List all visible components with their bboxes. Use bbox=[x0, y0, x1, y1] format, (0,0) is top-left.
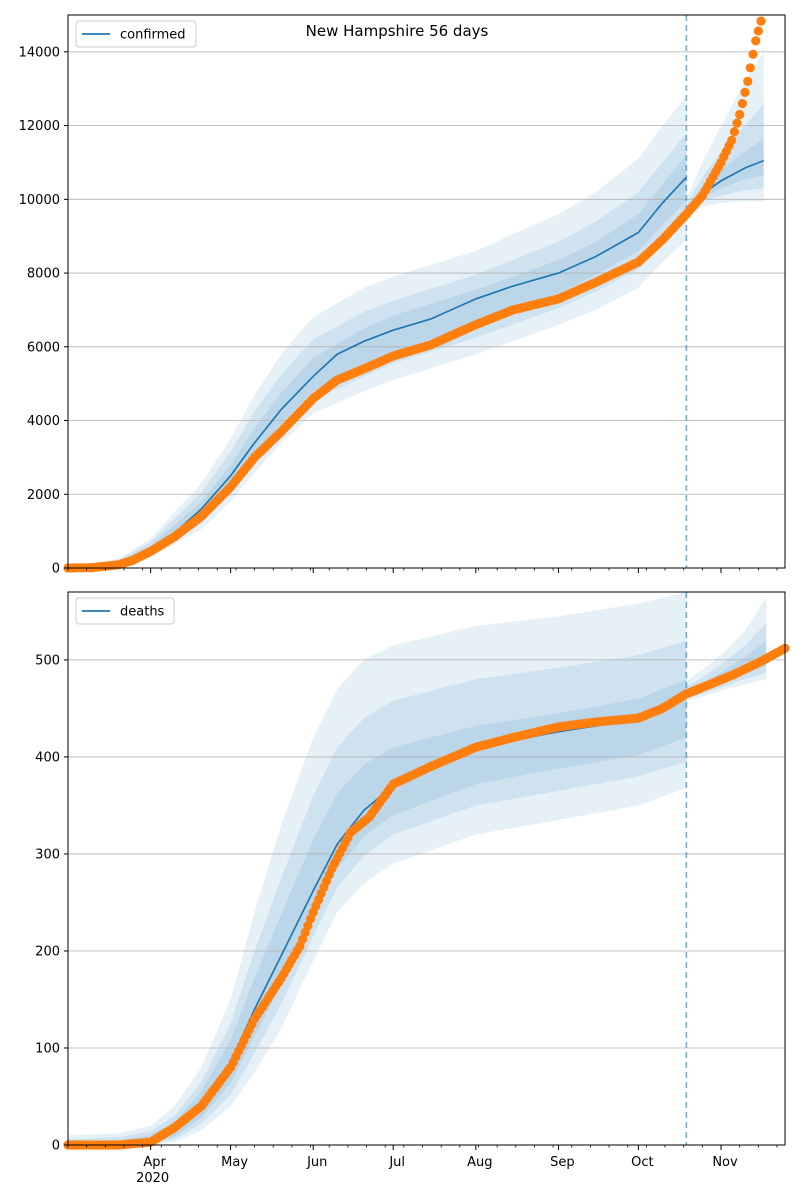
confirmed-y-tick-label: 4000 bbox=[27, 414, 60, 429]
x-tick-label: Jul bbox=[388, 1155, 405, 1170]
deaths-legend-box bbox=[75, 597, 175, 625]
x-tick-label: Sep bbox=[550, 1155, 575, 1170]
x-tick-label: Aug bbox=[467, 1155, 492, 1170]
deaths-legend: deaths bbox=[75, 597, 175, 625]
confirmed-observed-point bbox=[743, 76, 753, 86]
deaths-legend-label: deaths bbox=[120, 605, 165, 620]
deaths-y-tick-label: 200 bbox=[35, 944, 60, 959]
confirmed-x-axis bbox=[67, 568, 778, 573]
confirmed-observed-points bbox=[63, 16, 766, 573]
confirmed-legend-box bbox=[75, 20, 197, 48]
x-tick-label: Nov bbox=[712, 1155, 738, 1170]
confirmed-observed-point bbox=[756, 16, 766, 26]
confirmed-observed-point bbox=[732, 118, 742, 128]
confirmed-y-tick-label: 12000 bbox=[19, 119, 60, 134]
confirmed-observed-point bbox=[735, 109, 745, 120]
deaths-y-tick-label: 0 bbox=[52, 1139, 60, 1154]
deaths-y-tick-label: 300 bbox=[35, 847, 60, 862]
figure-title: New Hampshire 56 days bbox=[306, 22, 489, 40]
confirmed-observed-point bbox=[745, 63, 755, 73]
confirmed-observed-point bbox=[729, 127, 740, 137]
deaths-panel: 0 100 200 300 400 500 Apr May Jun Jul Aug Sep Oct No… bbox=[35, 591, 790, 1186]
deaths-band-3 bbox=[68, 679, 687, 1145]
x-tick-label: May bbox=[221, 1155, 248, 1170]
confirmed-observed-point bbox=[727, 135, 737, 145]
confirmed-y-tick-label: 8000 bbox=[27, 267, 60, 282]
deaths-band-2 bbox=[68, 640, 687, 1145]
deaths-forecast-band-1 bbox=[686, 596, 767, 701]
deaths-y-tick-label: 400 bbox=[35, 750, 60, 765]
deaths-y-tick-label: 100 bbox=[35, 1041, 60, 1056]
confirmed-uncertainty-bands bbox=[68, 51, 764, 568]
x-tick-label: Oct bbox=[631, 1155, 653, 1170]
deaths-axes-frame bbox=[67, 591, 786, 1146]
deaths-y-axis: 0 100 200 300 400 500 bbox=[35, 653, 68, 1154]
confirmed-axes-frame bbox=[67, 14, 786, 569]
confirmed-y-tick-label: 14000 bbox=[19, 45, 60, 60]
confirmed-y-tick-label: 0 bbox=[52, 562, 60, 577]
x-tick-label: Apr bbox=[143, 1155, 166, 1170]
confirmed-panel: 0 2000 4000 6000 8000 10000 12000 14000 confirm… bbox=[19, 14, 786, 577]
confirmed-y-tick-label: 6000 bbox=[27, 340, 60, 355]
confirmed-band-1 bbox=[68, 96, 687, 568]
deaths-observed-points bbox=[63, 643, 790, 1150]
confirmed-legend: confirmed bbox=[75, 20, 197, 48]
confirmed-observed-point bbox=[753, 26, 763, 36]
confirmed-observed-point bbox=[751, 36, 761, 46]
deaths-forecast-band-2 bbox=[686, 623, 767, 699]
confirmed-observed-point bbox=[740, 87, 750, 97]
confirmed-observed-point bbox=[737, 98, 748, 109]
confirmed-observed-point bbox=[748, 49, 758, 59]
x-axis-year-label: 2020 bbox=[136, 1171, 169, 1186]
deaths-y-tick-label: 500 bbox=[35, 653, 60, 668]
deaths-uncertainty-bands bbox=[68, 592, 767, 1145]
confirmed-y-axis: 0 2000 4000 6000 8000 10000 12000 14000 bbox=[19, 45, 68, 577]
confirmed-band-2 bbox=[68, 133, 687, 568]
confirmed-y-tick-label: 10000 bbox=[19, 193, 60, 208]
confirmed-y-tick-label: 2000 bbox=[27, 488, 60, 503]
confirmed-legend-label: confirmed bbox=[120, 28, 186, 43]
deaths-x-axis: Apr May Jun Jul Aug Sep Oct Nov bbox=[67, 1145, 778, 1170]
x-tick-label: Jun bbox=[306, 1155, 327, 1170]
